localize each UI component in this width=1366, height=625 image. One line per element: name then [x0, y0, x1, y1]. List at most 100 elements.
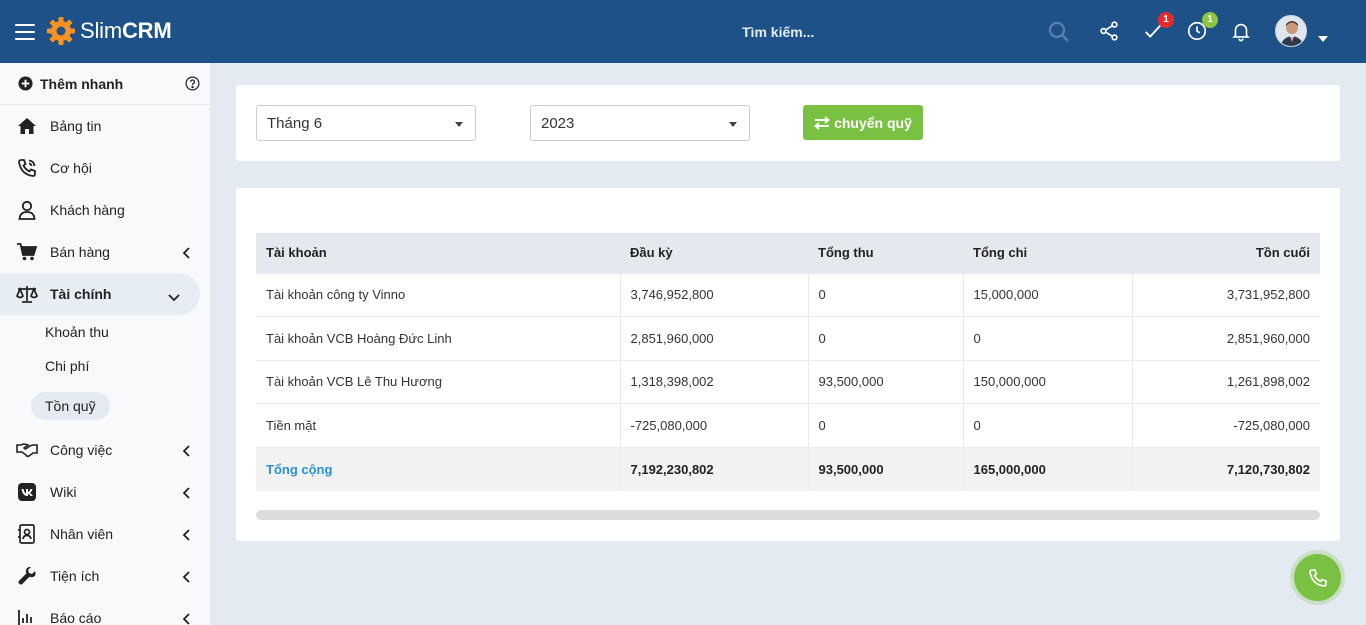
- sidebar-item-label: Nhân viên: [50, 526, 114, 542]
- sidebar-item-wiki[interactable]: Wiki: [0, 471, 210, 513]
- quick-add-button[interactable]: Thêm nhanh: [0, 63, 210, 105]
- sidebar-item-dashboard[interactable]: Bảng tin: [0, 105, 210, 147]
- sidebar-item-sales[interactable]: Bán hàng: [0, 231, 210, 273]
- bar-chart-icon: [16, 608, 38, 625]
- sidebar-item-label: Cơ hội: [50, 160, 92, 176]
- year-select[interactable]: 2023: [530, 105, 750, 141]
- cell-total-in: 0: [807, 403, 963, 447]
- help-icon[interactable]: [185, 76, 200, 94]
- user-avatar[interactable]: [1275, 15, 1307, 47]
- chevron-left-icon: [182, 528, 190, 544]
- gear-logo-icon: [47, 17, 75, 45]
- dropdown-arrow-icon: [455, 122, 463, 127]
- tasks-badge: 1: [1158, 12, 1174, 28]
- col-header-closing[interactable]: Tồn cuối: [1132, 233, 1320, 273]
- table-row: Tài khoản VCB Lê Thu Hương 1,318,398,002…: [256, 359, 1320, 404]
- month-select[interactable]: Tháng 6: [256, 105, 476, 141]
- cell-total-out: 0: [962, 403, 1132, 447]
- transfer-fund-label: chuyển quỹ: [834, 114, 912, 131]
- sidebar-item-reports[interactable]: Báo cáo: [0, 597, 210, 625]
- phone-icon: [1308, 568, 1327, 587]
- sidebar-item-label: Khách hàng: [50, 202, 125, 218]
- user-menu-caret-icon[interactable]: [1318, 36, 1328, 42]
- sidebar-item-employees[interactable]: Nhân viên: [0, 513, 210, 555]
- share-icon[interactable]: [1098, 20, 1122, 44]
- cell-closing: 1,261,898,002: [1131, 359, 1320, 404]
- sidebar-item-utilities[interactable]: Tiện ích: [0, 555, 210, 597]
- sidebar-item-finance[interactable]: Tài chính: [0, 273, 200, 315]
- month-select-value: Tháng 6: [267, 115, 323, 132]
- cell-account: Tài khoản VCB Hoàng Đức Linh: [256, 316, 620, 360]
- total-opening: 7,192,230,802: [619, 446, 808, 491]
- chevron-left-icon: [182, 570, 190, 586]
- balance-scale-icon: [16, 284, 38, 304]
- app-logo[interactable]: SlimCRM: [46, 15, 172, 47]
- total-in: 93,500,000: [807, 446, 963, 491]
- total-out: 165,000,000: [962, 446, 1132, 491]
- search-input[interactable]: Tìm kiếm...: [742, 24, 815, 40]
- col-header-opening[interactable]: Đầu kỳ: [620, 233, 808, 273]
- fund-balance-table: Tài khoản Đầu kỳ Tổng thu Tổng chi Tồn c…: [256, 233, 1320, 491]
- contact-card-icon: [16, 524, 38, 544]
- call-floating-button[interactable]: [1294, 554, 1341, 601]
- sidebar-item-tasks[interactable]: Công việc: [0, 429, 210, 471]
- brand-name: SlimCRM: [80, 18, 172, 43]
- menu-toggle-icon[interactable]: [15, 24, 35, 40]
- cell-opening: -725,080,000: [619, 403, 808, 447]
- table-header-row: Tài khoản Đầu kỳ Tổng thu Tổng chi Tồn c…: [256, 233, 1320, 273]
- sidebar-item-label: Tài chính: [50, 286, 112, 302]
- horizontal-scrollbar[interactable]: [256, 510, 1320, 520]
- phone-volume-icon: [16, 158, 38, 178]
- chevron-left-icon: [182, 246, 190, 262]
- cell-total-in: 93,500,000: [807, 359, 963, 404]
- sidebar-item-opportunities[interactable]: Cơ hội: [0, 147, 210, 189]
- cell-total-in: 0: [807, 272, 963, 317]
- fund-balance-panel: Tài khoản Đầu kỳ Tổng thu Tổng chi Tồn c…: [236, 188, 1340, 541]
- sidebar-item-label: Công việc: [50, 442, 113, 458]
- transfer-fund-button[interactable]: chuyển quỹ: [803, 105, 923, 140]
- cell-opening: 1,318,398,002: [619, 359, 808, 404]
- clock-icon[interactable]: 1: [1186, 12, 1218, 44]
- quick-add-label: Thêm nhanh: [40, 75, 124, 92]
- cell-total-out: 0: [962, 316, 1132, 360]
- cell-total-in: 0: [807, 316, 963, 360]
- sidebar-subitem-fund-balance[interactable]: Tồn quỹ: [0, 383, 210, 429]
- cell-opening: 3,746,952,800: [619, 272, 808, 317]
- filter-panel: Tháng 6 2023 chuyển quỹ: [236, 85, 1340, 161]
- cell-closing: 2,851,960,000: [1131, 316, 1320, 360]
- plus-circle-icon: [18, 76, 33, 91]
- home-icon: [16, 116, 38, 136]
- cell-account: Tài khoản công ty Vinno: [256, 272, 620, 317]
- timer-badge: 1: [1202, 12, 1218, 28]
- wrench-icon: [16, 566, 38, 586]
- cell-account: Tài khoản VCB Lê Thu Hương: [256, 359, 620, 404]
- sidebar-item-label: Bảng tin: [50, 118, 102, 134]
- chevron-left-icon: [182, 486, 190, 502]
- table-row: Tiền mặt -725,080,000 0 0 -725,080,000: [256, 403, 1320, 447]
- col-header-account[interactable]: Tài khoản: [256, 233, 620, 273]
- cell-closing: 3,731,952,800: [1131, 272, 1320, 317]
- sidebar-item-customers[interactable]: Khách hàng: [0, 189, 210, 231]
- sidebar-item-label: Tiện ích: [50, 568, 100, 584]
- cell-opening: 2,851,960,000: [619, 316, 808, 360]
- sidebar-item-label: Báo cáo: [50, 610, 102, 625]
- sidebar-subitem-receipts[interactable]: Khoản thu: [45, 324, 109, 340]
- cell-total-out: 15,000,000: [962, 272, 1132, 317]
- search-icon[interactable]: [1047, 20, 1071, 44]
- cell-closing: -725,080,000: [1131, 403, 1320, 447]
- tasks-check-icon[interactable]: 1: [1142, 12, 1174, 44]
- total-label[interactable]: Tổng cộng: [256, 446, 620, 491]
- chevron-left-icon: [182, 444, 190, 460]
- table-row: Tài khoản công ty Vinno 3,746,952,800 0 …: [256, 272, 1320, 317]
- sidebar: Thêm nhanh Bảng tin Cơ hội Khách hàng Bá…: [0, 63, 210, 625]
- col-header-total-in[interactable]: Tổng thu: [808, 233, 963, 273]
- top-header: SlimCRM Tìm kiếm... 1 1: [0, 0, 1366, 63]
- sidebar-subitem-expenses[interactable]: Chi phí: [45, 358, 90, 374]
- col-header-total-out[interactable]: Tổng chi: [963, 233, 1132, 273]
- sidebar-item-label: Bán hàng: [50, 244, 110, 260]
- handshake-icon: [16, 440, 38, 460]
- year-select-value: 2023: [541, 115, 575, 132]
- bell-icon[interactable]: [1230, 20, 1254, 44]
- sidebar-item-label: Wiki: [50, 484, 77, 500]
- exchange-icon: [814, 115, 831, 130]
